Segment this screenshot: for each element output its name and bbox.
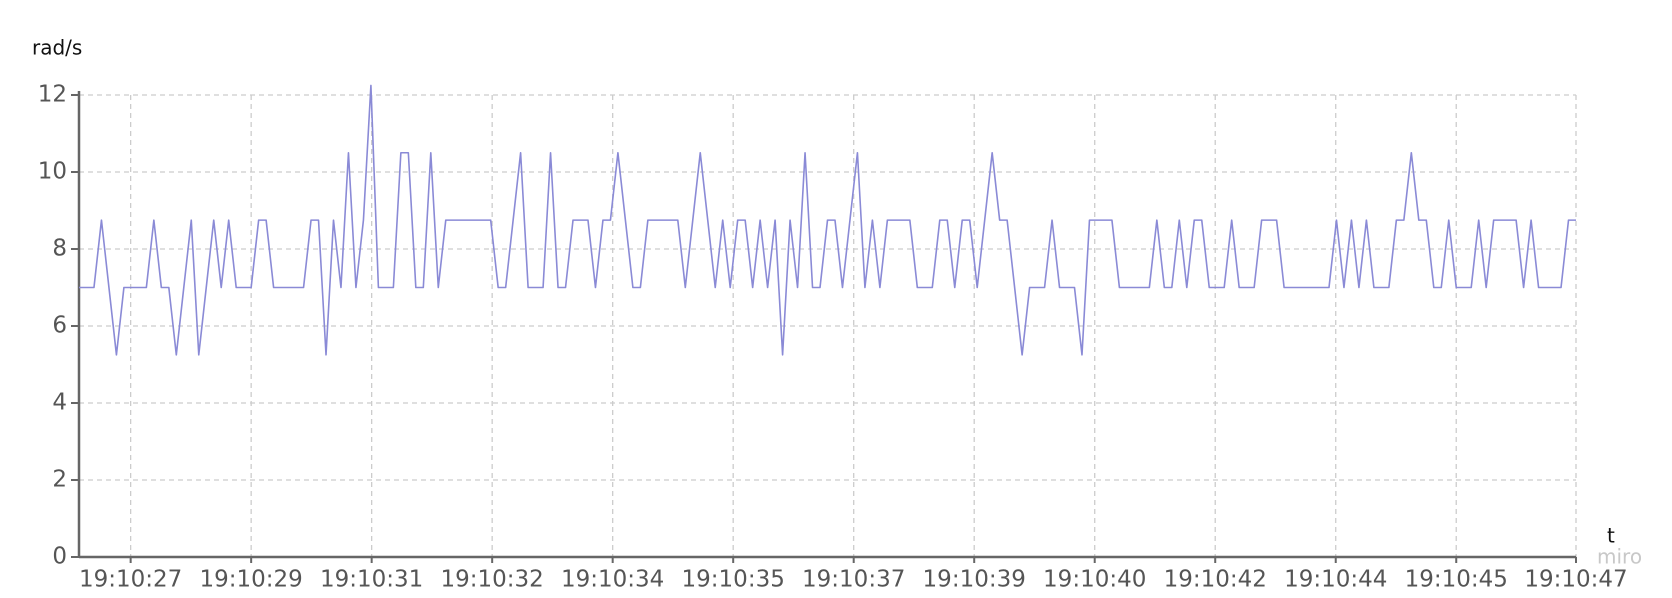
x-tick-label: 19:10:44: [1284, 567, 1387, 593]
y-tick-label: 10: [38, 159, 67, 185]
x-axis-label: t: [1607, 524, 1615, 548]
x-tick-label: 19:10:47: [1524, 567, 1627, 593]
y-tick-label: 2: [52, 467, 67, 493]
y-axis-label: rad/s: [32, 36, 82, 60]
x-tick-label: 19:10:31: [320, 567, 423, 593]
x-tick-label: 19:10:45: [1405, 567, 1508, 593]
x-tick-label: 19:10:32: [441, 567, 544, 593]
y-tick-label: 0: [52, 544, 67, 570]
y-tick-label: 6: [52, 313, 67, 339]
y-tick-label: 8: [52, 236, 67, 262]
x-tick-label: 19:10:34: [561, 567, 664, 593]
x-tick-label: 19:10:37: [802, 567, 905, 593]
x-tick-label: 19:10:39: [923, 567, 1026, 593]
y-tick-label: 4: [52, 390, 67, 416]
x-tick-label: 19:10:29: [199, 567, 302, 593]
x-tick-label: 19:10:42: [1164, 567, 1267, 593]
x-tick-label: 19:10:35: [682, 567, 785, 593]
x-tick-label: 19:10:40: [1043, 567, 1146, 593]
data-line: [79, 84, 1576, 356]
watermark: miro: [1597, 545, 1642, 569]
y-tick-label: 12: [38, 82, 67, 108]
x-tick-label: 19:10:27: [79, 567, 182, 593]
